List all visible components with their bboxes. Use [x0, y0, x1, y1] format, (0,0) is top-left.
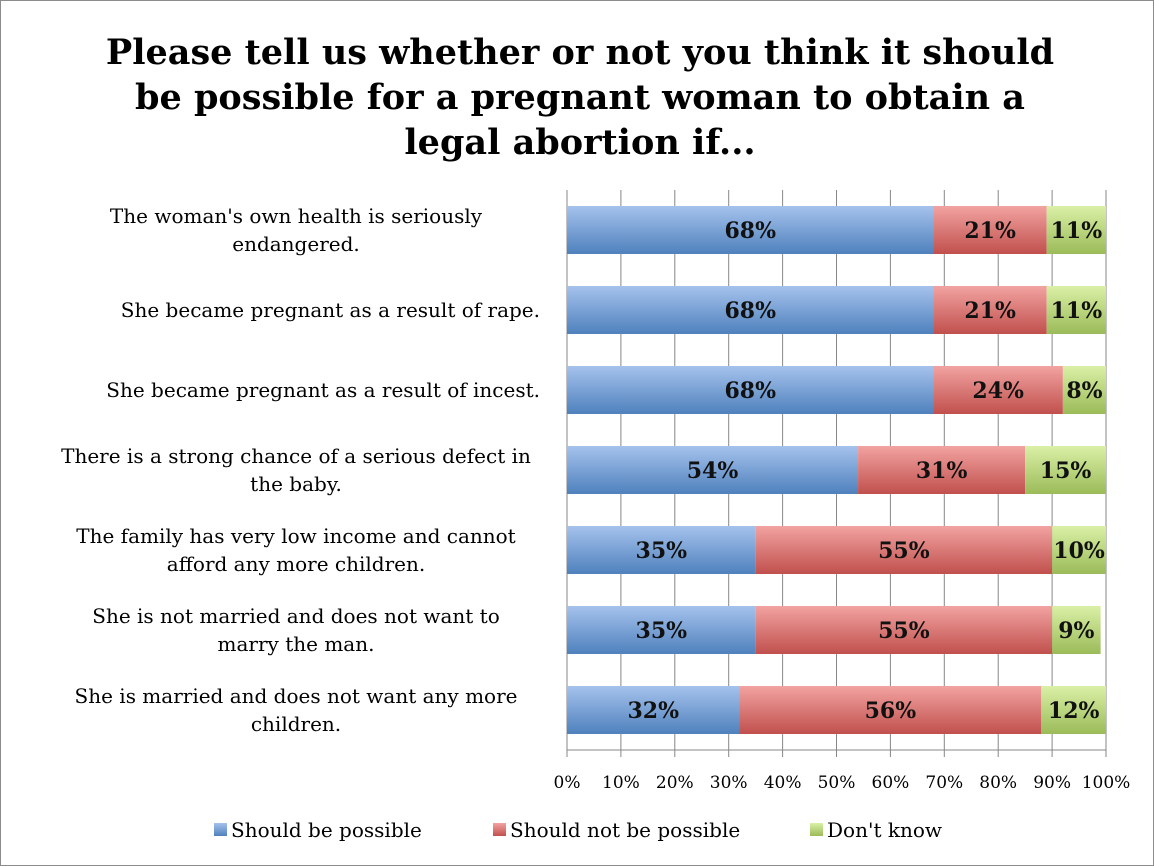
x-tick-label: 80% — [979, 773, 1017, 793]
data-label: 24% — [972, 378, 1024, 404]
legend-swatch — [214, 823, 227, 836]
x-tick-label: 40% — [764, 773, 802, 793]
legend: Should be possible Should not be possible… — [214, 818, 942, 842]
x-tick-label: 90% — [1033, 773, 1071, 793]
data-label: 32% — [627, 698, 679, 724]
bar-segment — [1041, 686, 1106, 734]
data-label: 68% — [724, 378, 776, 404]
category-label: She became pregnant as a result of rape. — [121, 298, 540, 322]
data-label: 11% — [1051, 298, 1103, 324]
bar-segment — [1046, 206, 1106, 254]
data-label: 11% — [1051, 218, 1103, 244]
category-label: She became pregnant as a result of inces… — [106, 378, 540, 402]
data-label: 56% — [865, 698, 917, 724]
data-label: 21% — [964, 298, 1016, 324]
category-label: She is not married and does not want to m… — [92, 604, 500, 656]
x-tick-label: 60% — [872, 773, 910, 793]
bar-segment — [567, 366, 934, 414]
x-tick-label: 70% — [925, 773, 963, 793]
category-labels: The woman's own health is seriously endan… — [61, 204, 540, 736]
bar-segment — [1025, 446, 1106, 494]
data-label: 9% — [1058, 618, 1094, 644]
legend-swatch — [810, 823, 823, 836]
legend-label: Should be possible — [231, 818, 422, 842]
category-label: The family has very low income and canno… — [76, 524, 515, 576]
legend-label: Don't know — [827, 818, 942, 842]
bar-segment — [755, 606, 1053, 654]
legend-label: Should not be possible — [510, 818, 740, 842]
bars — [567, 206, 1106, 734]
data-label: 68% — [724, 218, 776, 244]
bar-segment — [567, 286, 934, 334]
data-label: 55% — [878, 538, 930, 564]
data-label: 15% — [1040, 458, 1092, 484]
bar-segment — [858, 446, 1026, 494]
bar-segment — [567, 606, 756, 654]
x-axis: 0% 10% 20% 30% 40% 50% 60% 70% 80% 90% 100% — [554, 749, 1131, 793]
x-tick-label: 30% — [710, 773, 748, 793]
data-label: 35% — [636, 618, 688, 644]
data-label: 21% — [964, 218, 1016, 244]
bar-segment — [567, 446, 859, 494]
bar-segment — [1062, 366, 1106, 414]
category-label: There is a strong chance of a serious de… — [61, 444, 531, 496]
bar-segment — [567, 686, 740, 734]
data-label: 35% — [636, 538, 688, 564]
bar-segment — [1052, 526, 1106, 574]
bar-segment — [933, 286, 1047, 334]
data-label: 12% — [1048, 698, 1100, 724]
x-tick-label: 20% — [656, 773, 694, 793]
bar-segment — [755, 526, 1053, 574]
bar-segment — [567, 526, 756, 574]
bar-segment — [933, 366, 1063, 414]
x-tick-label: 10% — [602, 773, 640, 793]
x-tick-label: 0% — [554, 773, 581, 793]
x-tick-label: 50% — [818, 773, 856, 793]
data-label: 31% — [916, 458, 968, 484]
data-label: 54% — [687, 458, 739, 484]
bar-segment — [1052, 606, 1101, 654]
chart-title: Please tell us whether or not you think … — [105, 32, 1055, 163]
category-label: She is married and does not want any mor… — [75, 684, 518, 736]
legend-swatch — [493, 823, 506, 836]
bar-segment — [567, 206, 934, 254]
data-label: 55% — [878, 618, 930, 644]
category-label: The woman's own health is seriously endan… — [110, 204, 483, 256]
data-label: 10% — [1053, 538, 1105, 564]
bar-segment — [1046, 286, 1106, 334]
x-tick-label: 100% — [1082, 773, 1131, 793]
data-labels: 68% 21% 11% 68% 21% 11% 68% 24% 8% 54% 31% 15% 35% 55… — [627, 218, 1104, 724]
bar-segment — [739, 686, 1042, 734]
bar-segment — [933, 206, 1047, 254]
data-label: 68% — [724, 298, 776, 324]
data-label: 8% — [1066, 378, 1102, 404]
